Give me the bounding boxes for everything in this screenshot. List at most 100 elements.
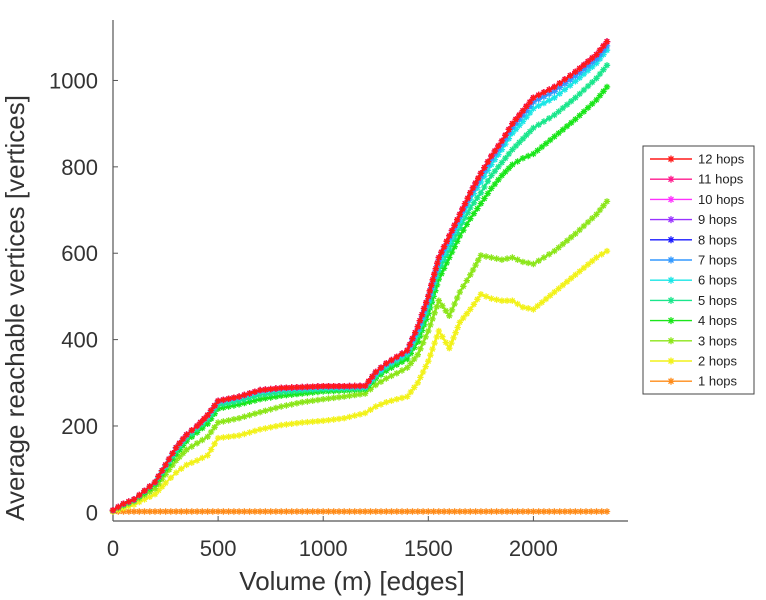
data-point	[530, 105, 537, 112]
data-point	[589, 54, 596, 62]
data-point	[523, 107, 530, 114]
x-tick-label: 2000	[509, 536, 558, 561]
data-point	[346, 413, 353, 421]
data-point	[178, 508, 185, 515]
data-point	[178, 465, 185, 472]
data-point	[193, 440, 201, 447]
data-point	[204, 433, 211, 440]
data-point	[498, 172, 506, 179]
series-line	[112, 250, 608, 513]
data-point	[514, 256, 521, 263]
data-point	[320, 417, 327, 424]
data-point	[454, 216, 461, 223]
data-point	[559, 282, 566, 289]
data-point	[183, 446, 190, 453]
data-point	[304, 383, 311, 391]
data-point	[451, 508, 458, 515]
data-point	[246, 398, 253, 405]
data-point	[556, 508, 563, 515]
data-point	[467, 189, 474, 196]
data-point	[183, 508, 190, 515]
data-point	[220, 404, 227, 411]
data-point	[547, 136, 554, 144]
data-point	[120, 508, 127, 515]
data-point	[474, 194, 481, 201]
data-point	[551, 508, 558, 515]
data-point	[600, 42, 607, 50]
data-point	[464, 201, 471, 208]
data-point	[454, 229, 461, 236]
data-point	[130, 496, 138, 503]
data-point	[584, 218, 592, 226]
data-point	[546, 90, 553, 98]
ticks: 0 500 1000 1500 2000 0 200 400 600 800 1000	[49, 68, 558, 561]
data-point	[299, 419, 306, 426]
data-point	[167, 508, 174, 515]
data-point	[470, 301, 478, 308]
data-point	[267, 406, 274, 413]
y-tick-label: 0	[86, 500, 98, 525]
data-point	[576, 268, 583, 275]
data-point	[141, 508, 148, 515]
data-point	[225, 395, 232, 402]
data-point	[204, 412, 211, 419]
data-point	[442, 307, 449, 314]
data-point	[362, 409, 369, 417]
data-point	[472, 179, 479, 187]
data-point	[256, 508, 264, 515]
data-point	[440, 256, 448, 263]
data-point	[388, 397, 395, 404]
data-point	[167, 474, 174, 481]
data-point	[505, 135, 513, 142]
legend-item: 1 hops	[650, 374, 738, 389]
data-point	[372, 403, 379, 410]
data-point	[509, 146, 516, 153]
data-point	[404, 355, 411, 363]
data-point	[341, 393, 348, 400]
data-point	[576, 112, 583, 119]
data-point	[509, 297, 516, 304]
data-point	[446, 232, 453, 240]
data-point	[512, 116, 520, 123]
data-point	[225, 403, 232, 410]
data-point	[211, 410, 218, 417]
data-point	[563, 278, 571, 285]
data-point	[278, 384, 285, 392]
data-point	[572, 78, 579, 85]
data-point	[584, 62, 592, 69]
y-tick-label: 1000	[49, 68, 98, 93]
data-point	[435, 508, 442, 515]
data-point	[505, 150, 513, 158]
data-point	[600, 202, 607, 209]
data-point	[448, 227, 456, 234]
data-point	[593, 508, 600, 515]
data-point	[267, 508, 274, 515]
data-point	[423, 299, 430, 306]
data-point	[456, 224, 463, 231]
data-point	[556, 84, 563, 91]
data-point	[414, 332, 421, 339]
data-point	[440, 265, 448, 272]
data-point	[146, 508, 153, 515]
data-point	[169, 450, 176, 457]
data-point	[251, 393, 259, 400]
data-point	[251, 427, 259, 435]
data-point	[567, 508, 574, 515]
data-point	[262, 508, 269, 515]
data-point	[559, 104, 566, 112]
data-point	[230, 394, 238, 401]
data-point	[438, 270, 445, 277]
data-point	[230, 402, 238, 409]
data-point	[293, 400, 301, 407]
data-point	[509, 130, 516, 137]
data-point	[603, 38, 611, 45]
data-point	[393, 396, 400, 403]
data-point	[603, 62, 611, 69]
data-point	[584, 58, 592, 65]
data-point	[498, 256, 506, 263]
data-point	[426, 287, 433, 295]
data-point	[469, 184, 477, 192]
data-point	[593, 211, 600, 218]
data-point	[495, 163, 502, 170]
data-point	[555, 285, 562, 292]
